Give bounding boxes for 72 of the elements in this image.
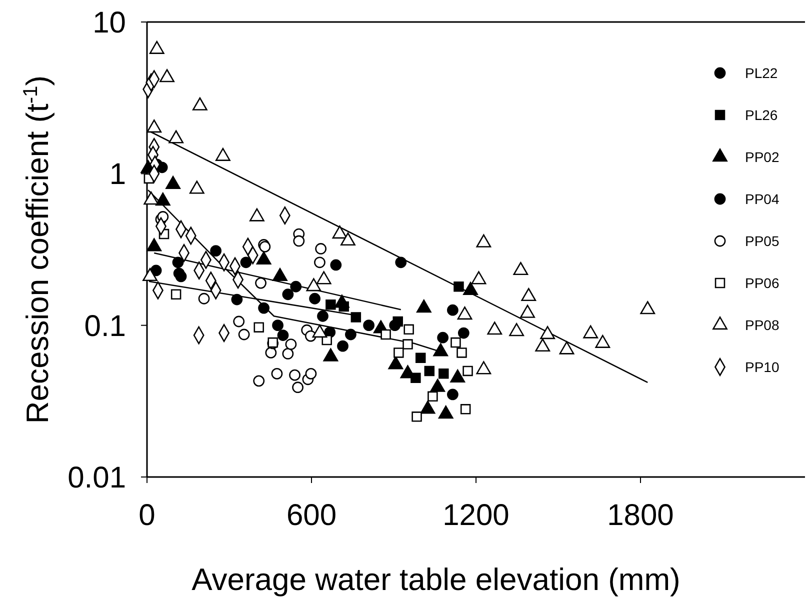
point: [402, 339, 413, 350]
point: [415, 352, 426, 364]
point: [456, 348, 467, 358]
legend-label: PP05: [745, 232, 780, 249]
point: [265, 347, 277, 358]
point: [395, 256, 407, 268]
point: [438, 368, 449, 379]
point: [198, 292, 210, 304]
x-axis-title: Average water table elevation (mm): [192, 562, 680, 597]
point: [337, 340, 348, 352]
point: [175, 270, 187, 282]
point: [293, 235, 305, 247]
point: [330, 259, 342, 271]
point: [289, 369, 300, 381]
y-tick-label: 0.01: [68, 462, 126, 494]
legend-label: PP04: [745, 190, 780, 207]
point: [231, 294, 243, 306]
x-tick-label: 1200: [442, 499, 510, 532]
point: [454, 281, 464, 292]
x-tick-label: 600: [286, 499, 337, 532]
legend-label: PP10: [745, 358, 780, 375]
point: [271, 368, 283, 380]
point: [428, 391, 438, 402]
y-tick-label: 0.1: [84, 310, 126, 343]
legend-label: PP02: [745, 148, 780, 165]
point: [305, 368, 317, 380]
point: [282, 288, 294, 300]
point: [447, 388, 458, 400]
point: [285, 338, 297, 350]
point: [258, 302, 270, 314]
y-tick-label: 1: [109, 158, 126, 192]
point: [462, 366, 473, 376]
legend-label: PL26: [745, 106, 778, 123]
point: [277, 330, 289, 341]
point: [394, 348, 404, 358]
point: [292, 382, 304, 394]
legend-label: PP08: [745, 316, 780, 333]
x-tick-label: 0: [138, 499, 156, 532]
legend-label: PL22: [745, 64, 778, 81]
point: [380, 329, 391, 340]
point: [450, 337, 461, 348]
y-tick-label: 10: [92, 6, 126, 40]
point: [447, 304, 458, 316]
point: [317, 310, 328, 322]
point: [314, 256, 326, 268]
point: [253, 375, 265, 387]
x-tick-label: 1800: [607, 499, 674, 532]
point: [458, 327, 470, 339]
point: [255, 277, 266, 289]
point: [272, 320, 284, 332]
point: [290, 280, 302, 292]
point: [437, 332, 449, 344]
point: [210, 245, 222, 256]
point: [460, 404, 471, 414]
point: [389, 320, 401, 332]
point: [170, 289, 182, 300]
point: [240, 256, 252, 268]
point: [404, 324, 414, 335]
point: [238, 328, 250, 340]
point: [172, 256, 184, 268]
legend-label: PP06: [745, 274, 780, 291]
point: [233, 316, 245, 328]
point: [315, 243, 327, 254]
point: [424, 366, 435, 376]
point: [363, 320, 374, 332]
point: [254, 322, 264, 332]
point: [412, 412, 422, 422]
point: [345, 328, 356, 340]
point: [326, 299, 336, 310]
point: [282, 348, 294, 360]
point: [350, 312, 362, 322]
point: [309, 292, 320, 304]
